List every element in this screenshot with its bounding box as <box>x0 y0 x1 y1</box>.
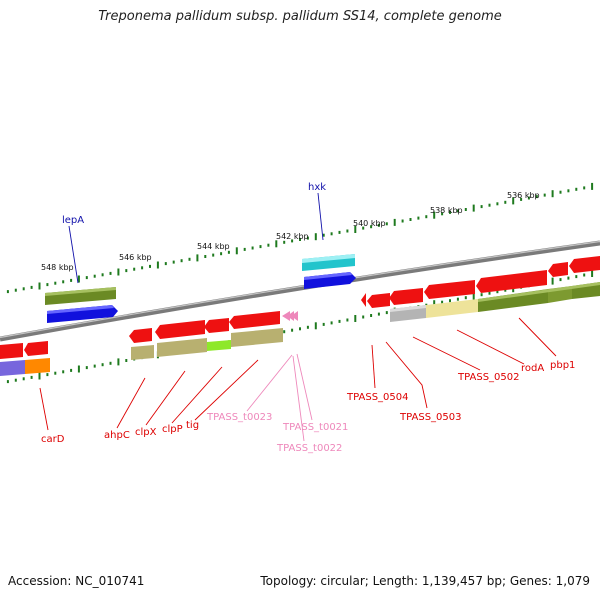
gene-TPASS_0502[interactable] <box>424 280 475 299</box>
kbp-label-544: 544 kbp <box>197 242 230 251</box>
kbp-label-542: 542 kbp <box>276 232 309 241</box>
label-TPASS_t0021[interactable]: TPASS_t0021 <box>282 422 348 433</box>
leader-lepA <box>68 225 79 284</box>
label-TPASS_t0022[interactable]: TPASS_t0022 <box>276 443 342 454</box>
kbp-label-548: 548 kbp <box>41 263 74 272</box>
leader-hxk <box>317 192 324 241</box>
leader-pbp1 <box>518 317 557 357</box>
gene-TPASS_0504[interactable] <box>361 293 366 307</box>
gene-clpP[interactable] <box>204 318 229 333</box>
feature-khaki-clpX <box>157 338 207 357</box>
leader-rodA <box>456 329 525 365</box>
outer-tick-row <box>6 182 594 294</box>
gene-carD[interactable] <box>0 343 23 359</box>
feature-orange <box>25 358 50 374</box>
leader-ahpC <box>116 377 146 429</box>
gene-TPASS_0504-body[interactable] <box>367 293 390 308</box>
label-rodA[interactable]: rodA <box>521 363 544 374</box>
feature-purple <box>0 360 25 376</box>
label-tig[interactable]: tig <box>186 420 199 431</box>
leader-clpX <box>145 370 186 426</box>
label-TPASS_t0023[interactable]: TPASS_t0023 <box>206 412 272 423</box>
forward-features <box>45 254 356 323</box>
leader-TPASS_0503 <box>385 341 428 409</box>
gene-pbp1[interactable] <box>548 262 568 277</box>
gene-left-red-2[interactable] <box>24 341 48 356</box>
feature-lime-clpP <box>207 340 231 351</box>
label-clpP[interactable]: clpP <box>162 424 183 435</box>
gene-ahpC[interactable] <box>129 328 152 343</box>
leader-carD <box>39 387 49 431</box>
feature-khaki-ahpC <box>131 345 154 360</box>
label-lepA[interactable]: lepA <box>62 215 84 226</box>
leader-TPASS_t0021 <box>296 353 313 421</box>
leader-tig <box>194 359 259 421</box>
label-TPASS_0504[interactable]: TPASS_0504 <box>346 392 408 403</box>
label-TPASS_0502[interactable]: TPASS_0502 <box>457 372 519 383</box>
leader-clpP <box>171 366 223 424</box>
feature-khaki-tig <box>231 328 283 347</box>
leader-TPASS_0502 <box>412 336 481 371</box>
label-hxk[interactable]: hxk <box>308 182 326 193</box>
gene-clpX[interactable] <box>155 320 205 339</box>
trna-TPASS_t0021[interactable] <box>287 311 294 321</box>
gene-tig[interactable] <box>229 311 280 329</box>
kbp-label-546: 546 kbp <box>119 253 152 262</box>
label-TPASS_0503[interactable]: TPASS_0503 <box>399 412 461 423</box>
gene-rodA[interactable] <box>476 270 547 293</box>
gene-TPASS_0503[interactable] <box>389 288 423 305</box>
reverse-features <box>0 256 600 376</box>
feature-olive-0502 <box>478 289 548 312</box>
accession-text: Accession: NC_010741 <box>8 574 145 588</box>
leader-TPASS_t0023 <box>246 354 293 412</box>
genome-backbone <box>0 240 600 342</box>
gene-right-red[interactable] <box>569 256 600 273</box>
label-pbp1[interactable]: pbp1 <box>550 360 575 371</box>
trna-TPASS_t0022[interactable] <box>291 311 298 321</box>
kbp-label-538: 538 kbp <box>430 206 463 215</box>
map-title: Treponema pallidum subsp. pallidum SS14,… <box>98 9 502 24</box>
kbp-label-536: 536 kbp <box>507 191 540 200</box>
kbp-label-540: 540 kbp <box>353 219 386 228</box>
feature-paleyellow-0503 <box>426 299 478 318</box>
leader-TPASS_t0022 <box>292 355 305 442</box>
genome-summary-text: Topology: circular; Length: 1,139,457 bp… <box>260 574 590 588</box>
leader-TPASS_0504 <box>371 344 376 389</box>
trna-TPASS_t0023[interactable] <box>282 311 290 321</box>
label-clpX[interactable]: clpX <box>135 427 157 438</box>
label-ahpC[interactable]: ahpC <box>104 430 130 441</box>
label-carD[interactable]: carD <box>41 434 65 445</box>
